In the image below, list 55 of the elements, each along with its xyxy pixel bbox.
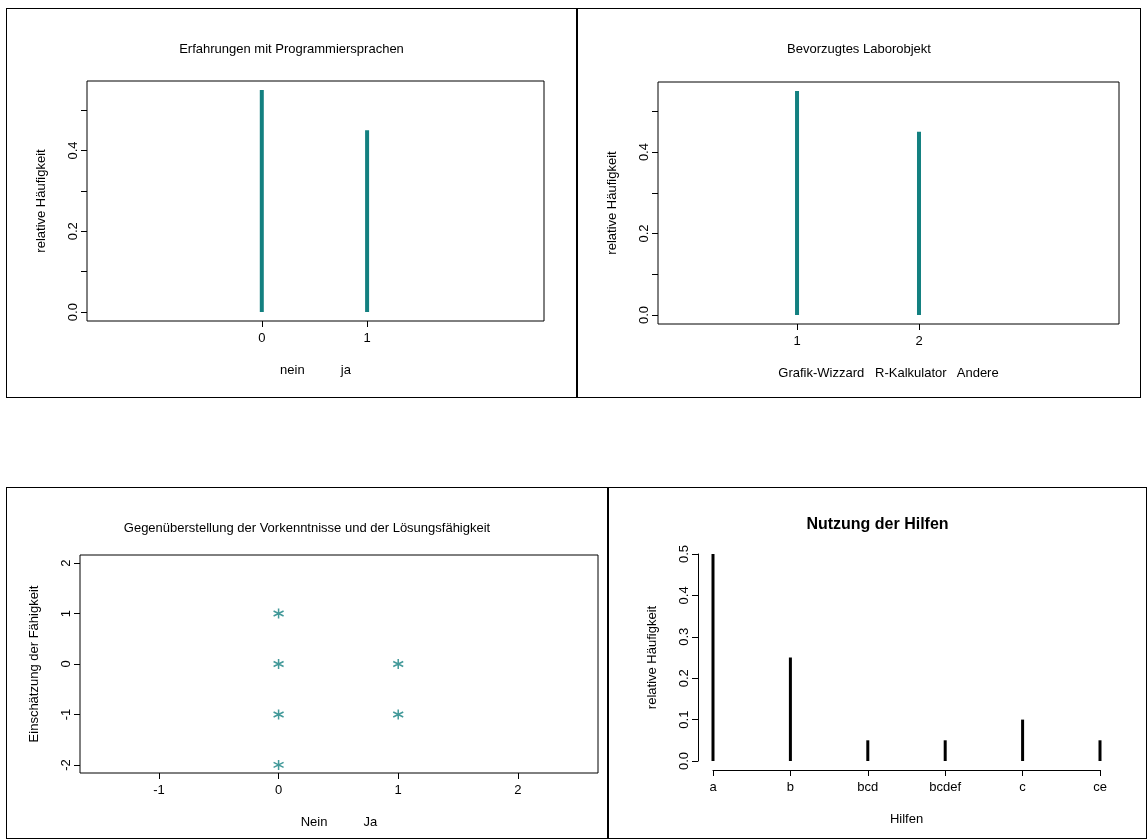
x-tick-label: -1 xyxy=(153,782,165,797)
x-tick-label: 0 xyxy=(258,330,266,345)
x-tick-label: bcdef xyxy=(929,779,962,794)
y-axis-title: Einschätzung der Fähigkeit xyxy=(26,585,41,743)
x-axis-title: Nein Ja xyxy=(300,814,379,829)
x-tick-label: 1 xyxy=(363,330,371,345)
y-tick-label: 1 xyxy=(58,609,73,618)
point xyxy=(272,708,285,721)
point xyxy=(392,708,404,721)
x-tick-label: 1 xyxy=(793,333,801,348)
chart-title: Nutzung der Hilfen xyxy=(806,514,949,532)
x-axis-title: Grafik-Wizzard R-Kalkulator Andere xyxy=(778,365,999,380)
y-tick-label: 0.2 xyxy=(676,669,691,688)
y-tick-label: 2 xyxy=(58,559,73,567)
y-tick-label: -2 xyxy=(58,759,73,771)
point xyxy=(272,607,285,620)
bar xyxy=(943,740,947,761)
y-tick-label: 0.1 xyxy=(676,710,691,729)
x-tick-label: 2 xyxy=(915,333,923,348)
bar xyxy=(788,657,792,761)
y-tick-label: -1 xyxy=(58,708,73,721)
x-tick-label: c xyxy=(1019,779,1027,794)
y-tick-label: 0.0 xyxy=(676,751,691,771)
y-axis-title: relative Häufigkeit xyxy=(604,150,619,255)
y-tick-label: 0.0 xyxy=(636,306,651,325)
bar xyxy=(866,740,870,761)
x-tick-label: 2 xyxy=(514,782,522,797)
chart-title: Gegenüberstellung der Vorkenntnisse und der Lösungsfähigkeit xyxy=(123,520,491,535)
y-tick-label: 0.2 xyxy=(636,224,651,243)
y-axis-title: relative Häufigkeit xyxy=(33,148,48,253)
y-tick-label: 0.2 xyxy=(65,222,80,241)
chart-title: Bevorzugtes Laborobjekt xyxy=(787,41,932,56)
y-tick-label: 0.5 xyxy=(676,544,691,564)
y-tick-label: 0.3 xyxy=(676,627,691,646)
point xyxy=(272,658,285,670)
x-tick-label: 1 xyxy=(394,782,402,797)
x-tick-label: ce xyxy=(1093,779,1107,794)
point xyxy=(392,658,404,670)
y-tick-label: 0.4 xyxy=(636,143,651,162)
x-tick-label: bcd xyxy=(857,779,879,794)
y-tick-label: 0.4 xyxy=(676,586,691,605)
y-tick-label: 0.4 xyxy=(65,141,80,160)
y-tick-label: 0 xyxy=(58,660,73,668)
bar xyxy=(1098,740,1102,761)
bar xyxy=(711,554,715,761)
x-axis-title: Hilfen xyxy=(889,811,924,826)
x-tick-label: a xyxy=(709,779,718,794)
x-tick-label: b xyxy=(786,779,795,794)
x-tick-label: 0 xyxy=(274,782,283,797)
chart-title: Erfahrungen mit Programmiersprachen xyxy=(179,41,404,56)
y-axis-title: relative Häufigkeit xyxy=(644,605,659,710)
y-tick-label: 0.0 xyxy=(65,303,80,322)
point xyxy=(272,759,285,771)
x-axis-title: nein ja xyxy=(280,362,352,377)
bar xyxy=(1021,719,1025,761)
